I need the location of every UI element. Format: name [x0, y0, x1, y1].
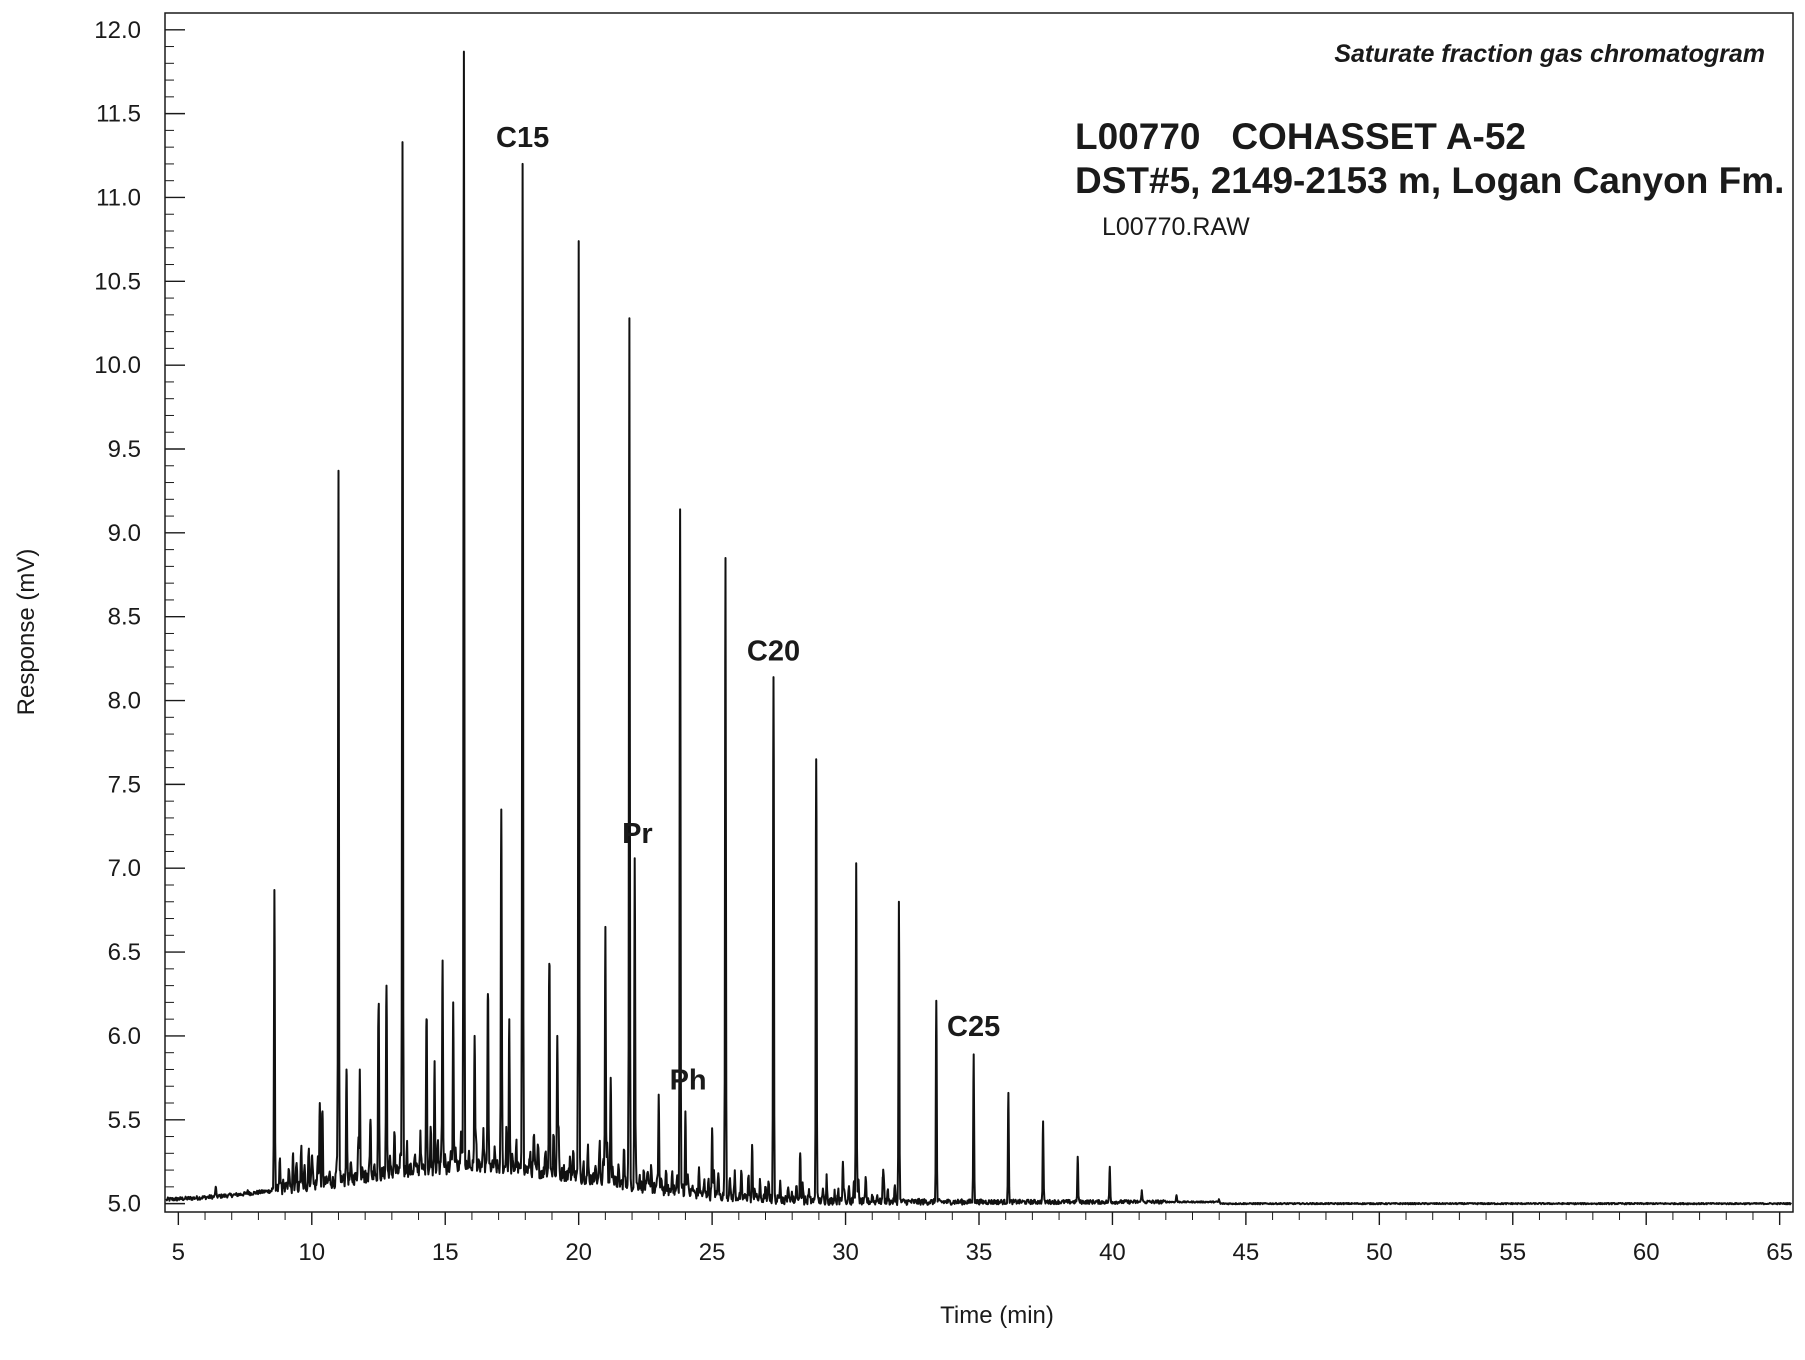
x-tick-label: 5: [172, 1239, 185, 1266]
y-tick-label: 7.5: [108, 771, 141, 798]
y-tick-label: 5.0: [108, 1191, 141, 1218]
peak-labels: C15 Pr C20 Ph C25: [496, 122, 1000, 1096]
peak-label-c15: C15: [496, 122, 549, 154]
y-tick-label: 5.5: [108, 1107, 141, 1134]
x-tick-label: 10: [298, 1239, 325, 1266]
x-tick-label: 25: [699, 1239, 726, 1266]
peak-label-c20: C20: [747, 635, 800, 667]
y-tick-label: 8.0: [108, 688, 141, 715]
x-axis-title: Time (min): [940, 1302, 1054, 1329]
y-tick-label: 12.0: [94, 17, 141, 44]
y-tick-label: 6.0: [108, 1023, 141, 1050]
peak-label-pr: Pr: [622, 818, 653, 850]
y-tick-label: 9.5: [108, 436, 141, 463]
y-tick-label: 7.0: [108, 855, 141, 882]
x-tick-label: 30: [832, 1239, 859, 1266]
x-tick-label: 50: [1366, 1239, 1393, 1266]
x-axis: 5 10 15 20 25 30 35 40 45 50 55 60 65: [172, 1212, 1793, 1266]
x-tick-label: 60: [1633, 1239, 1660, 1266]
x-tick-label: 40: [1099, 1239, 1126, 1266]
y-tick-label: 11.5: [96, 101, 141, 128]
file-name: L00770.RAW: [1102, 213, 1250, 241]
y-axis: 5.0 5.5 6.0 6.5 7.0 7.5 8.0 8.5 9.0 9.5 10.0 10.5 11…: [94, 17, 185, 1218]
y-tick-label: 10.0: [94, 352, 141, 379]
y-tick-label: 9.0: [108, 520, 141, 547]
x-tick-label: 65: [1766, 1239, 1793, 1266]
x-tick-label: 20: [565, 1239, 592, 1266]
peak-label-ph: Ph: [670, 1065, 707, 1097]
x-tick-label: 35: [966, 1239, 993, 1266]
chromatogram-trace: [165, 50, 1792, 1206]
peak-label-c25: C25: [947, 1011, 1000, 1043]
y-tick-label: 10.5: [94, 268, 141, 295]
y-tick-label: 6.5: [108, 939, 141, 966]
sample-id-line: L00770 COHASSET A-52: [1075, 116, 1526, 157]
x-tick-label: 45: [1233, 1239, 1260, 1266]
x-tick-label: 15: [432, 1239, 459, 1266]
sample-interval-line: DST#5, 2149-2153 m, Logan Canyon Fm.: [1075, 160, 1784, 201]
y-tick-label: 11.0: [96, 184, 141, 211]
y-tick-label: 8.5: [108, 604, 141, 631]
y-axis-title: Response (mV): [13, 549, 40, 716]
x-tick-label: 55: [1499, 1239, 1526, 1266]
chart-title: Saturate fraction gas chromatogram: [1334, 40, 1765, 68]
